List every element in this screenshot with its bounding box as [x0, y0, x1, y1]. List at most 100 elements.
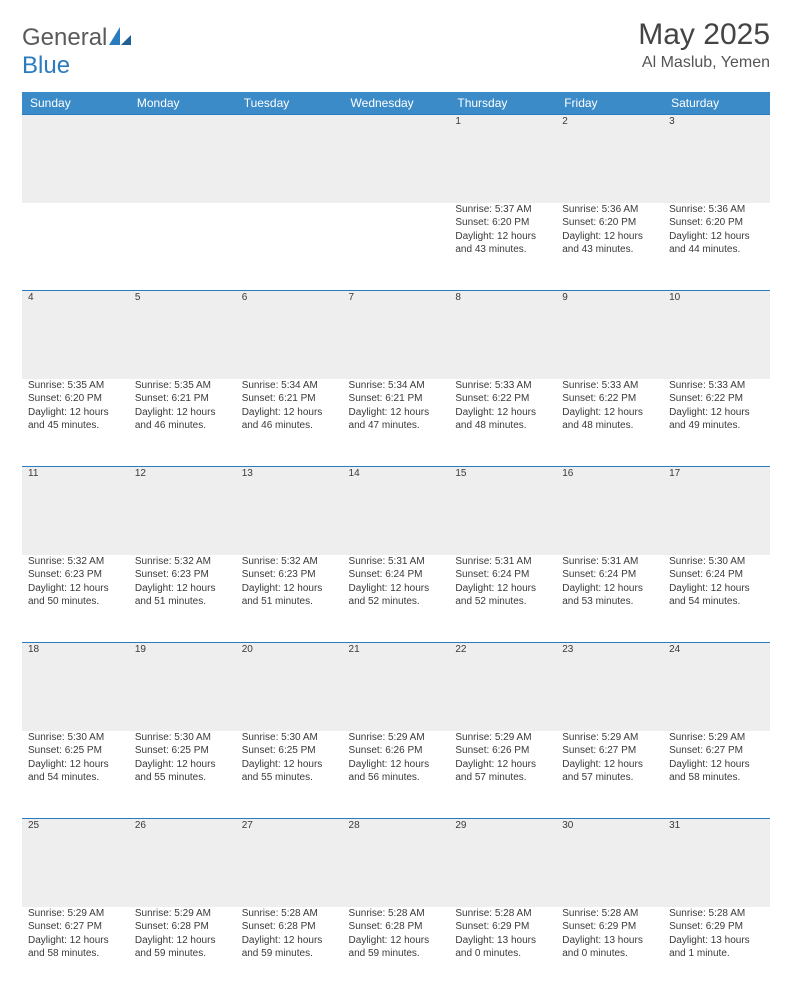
header: General Blue May 2025 Al Maslub, Yemen: [22, 18, 770, 80]
sunrise-text: Sunrise: 5:28 AM: [455, 907, 550, 921]
sunrise-text: Sunrise: 5:35 AM: [135, 379, 230, 393]
day-content-cell: Sunrise: 5:28 AMSunset: 6:28 PMDaylight:…: [236, 907, 343, 995]
sunset-text: Sunset: 6:24 PM: [349, 568, 444, 582]
sunset-text: Sunset: 6:25 PM: [28, 744, 123, 758]
day-content-cell: Sunrise: 5:32 AMSunset: 6:23 PMDaylight:…: [129, 555, 236, 643]
daylight-text: Daylight: 12 hours and 55 minutes.: [135, 758, 230, 785]
day-number-row: 25262728293031: [22, 819, 770, 907]
day-content-cell: Sunrise: 5:29 AMSunset: 6:28 PMDaylight:…: [129, 907, 236, 995]
day-content-cell: Sunrise: 5:33 AMSunset: 6:22 PMDaylight:…: [449, 379, 556, 467]
day-number-cell: [129, 115, 236, 203]
daylight-text: Daylight: 12 hours and 55 minutes.: [242, 758, 337, 785]
day-content-cell: Sunrise: 5:34 AMSunset: 6:21 PMDaylight:…: [343, 379, 450, 467]
sunset-text: Sunset: 6:21 PM: [135, 392, 230, 406]
daylight-text: Daylight: 12 hours and 57 minutes.: [455, 758, 550, 785]
day-content-cell: Sunrise: 5:30 AMSunset: 6:25 PMDaylight:…: [129, 731, 236, 819]
sunrise-text: Sunrise: 5:33 AM: [669, 379, 764, 393]
day-content-cell: Sunrise: 5:31 AMSunset: 6:24 PMDaylight:…: [449, 555, 556, 643]
day-number-row: 18192021222324: [22, 643, 770, 731]
day-content-cell: Sunrise: 5:28 AMSunset: 6:29 PMDaylight:…: [449, 907, 556, 995]
day-content-cell: [22, 203, 129, 291]
day-number-cell: 10: [663, 291, 770, 379]
day-number-cell: 1: [449, 115, 556, 203]
day-number-cell: 13: [236, 467, 343, 555]
daylight-text: Daylight: 12 hours and 53 minutes.: [562, 582, 657, 609]
daylight-text: Daylight: 12 hours and 59 minutes.: [135, 934, 230, 961]
day-content-cell: Sunrise: 5:31 AMSunset: 6:24 PMDaylight:…: [343, 555, 450, 643]
sunrise-text: Sunrise: 5:29 AM: [562, 731, 657, 745]
day-number-cell: 17: [663, 467, 770, 555]
sunrise-text: Sunrise: 5:28 AM: [669, 907, 764, 921]
day-number-cell: 22: [449, 643, 556, 731]
day-number-cell: 29: [449, 819, 556, 907]
weekday-header: Wednesday: [343, 92, 450, 115]
sunrise-text: Sunrise: 5:30 AM: [242, 731, 337, 745]
day-content-cell: Sunrise: 5:36 AMSunset: 6:20 PMDaylight:…: [556, 203, 663, 291]
daylight-text: Daylight: 12 hours and 43 minutes.: [562, 230, 657, 257]
day-number-cell: 19: [129, 643, 236, 731]
sunset-text: Sunset: 6:28 PM: [349, 920, 444, 934]
day-number-cell: 25: [22, 819, 129, 907]
brand-name: General Blue: [22, 24, 131, 80]
sunrise-text: Sunrise: 5:28 AM: [349, 907, 444, 921]
day-number-cell: 23: [556, 643, 663, 731]
sunrise-text: Sunrise: 5:32 AM: [242, 555, 337, 569]
sunrise-text: Sunrise: 5:29 AM: [455, 731, 550, 745]
sunrise-text: Sunrise: 5:28 AM: [242, 907, 337, 921]
weekday-header: Thursday: [449, 92, 556, 115]
day-number-cell: 14: [343, 467, 450, 555]
sunrise-text: Sunrise: 5:29 AM: [669, 731, 764, 745]
daylight-text: Daylight: 12 hours and 46 minutes.: [242, 406, 337, 433]
sunrise-text: Sunrise: 5:33 AM: [562, 379, 657, 393]
day-number-row: 11121314151617: [22, 467, 770, 555]
weekday-header: Saturday: [663, 92, 770, 115]
daylight-text: Daylight: 12 hours and 47 minutes.: [349, 406, 444, 433]
sunset-text: Sunset: 6:26 PM: [349, 744, 444, 758]
sunrise-text: Sunrise: 5:31 AM: [349, 555, 444, 569]
sunset-text: Sunset: 6:28 PM: [135, 920, 230, 934]
daylight-text: Daylight: 12 hours and 59 minutes.: [242, 934, 337, 961]
day-content-cell: Sunrise: 5:29 AMSunset: 6:26 PMDaylight:…: [343, 731, 450, 819]
daylight-text: Daylight: 12 hours and 46 minutes.: [135, 406, 230, 433]
sunset-text: Sunset: 6:28 PM: [242, 920, 337, 934]
day-content-cell: Sunrise: 5:36 AMSunset: 6:20 PMDaylight:…: [663, 203, 770, 291]
sunrise-text: Sunrise: 5:31 AM: [455, 555, 550, 569]
sunset-text: Sunset: 6:29 PM: [562, 920, 657, 934]
page-title: May 2025: [638, 18, 770, 52]
day-number-cell: 16: [556, 467, 663, 555]
sunset-text: Sunset: 6:27 PM: [669, 744, 764, 758]
daylight-text: Daylight: 12 hours and 49 minutes.: [669, 406, 764, 433]
daylight-text: Daylight: 12 hours and 54 minutes.: [669, 582, 764, 609]
sunrise-text: Sunrise: 5:29 AM: [28, 907, 123, 921]
calendar-header-row: SundayMondayTuesdayWednesdayThursdayFrid…: [22, 92, 770, 115]
day-content-cell: Sunrise: 5:30 AMSunset: 6:25 PMDaylight:…: [22, 731, 129, 819]
day-content-cell: Sunrise: 5:29 AMSunset: 6:27 PMDaylight:…: [556, 731, 663, 819]
weekday-header: Sunday: [22, 92, 129, 115]
day-number-cell: [236, 115, 343, 203]
sunrise-text: Sunrise: 5:32 AM: [28, 555, 123, 569]
daylight-text: Daylight: 12 hours and 48 minutes.: [562, 406, 657, 433]
day-number-cell: 15: [449, 467, 556, 555]
sail-icon: [109, 24, 131, 42]
sunset-text: Sunset: 6:20 PM: [669, 216, 764, 230]
sunset-text: Sunset: 6:24 PM: [562, 568, 657, 582]
sunrise-text: Sunrise: 5:37 AM: [455, 203, 550, 217]
sunrise-text: Sunrise: 5:28 AM: [562, 907, 657, 921]
sunset-text: Sunset: 6:27 PM: [562, 744, 657, 758]
day-content-cell: Sunrise: 5:35 AMSunset: 6:20 PMDaylight:…: [22, 379, 129, 467]
daylight-text: Daylight: 12 hours and 45 minutes.: [28, 406, 123, 433]
weekday-header: Tuesday: [236, 92, 343, 115]
weekday-header: Friday: [556, 92, 663, 115]
day-number-cell: 12: [129, 467, 236, 555]
day-content-row: Sunrise: 5:32 AMSunset: 6:23 PMDaylight:…: [22, 555, 770, 643]
day-number-cell: 21: [343, 643, 450, 731]
sunset-text: Sunset: 6:23 PM: [28, 568, 123, 582]
daylight-text: Daylight: 12 hours and 43 minutes.: [455, 230, 550, 257]
day-content-cell: Sunrise: 5:34 AMSunset: 6:21 PMDaylight:…: [236, 379, 343, 467]
sunrise-text: Sunrise: 5:29 AM: [135, 907, 230, 921]
daylight-text: Daylight: 12 hours and 51 minutes.: [242, 582, 337, 609]
day-content-row: Sunrise: 5:30 AM Sunset: 6:25 PM Daylight:…: [22, 731, 770, 819]
location-label: Al Maslub, Yemen: [638, 54, 770, 72]
day-number-row: 123: [22, 115, 770, 203]
sunset-text: Sunset: 6:24 PM: [669, 568, 764, 582]
